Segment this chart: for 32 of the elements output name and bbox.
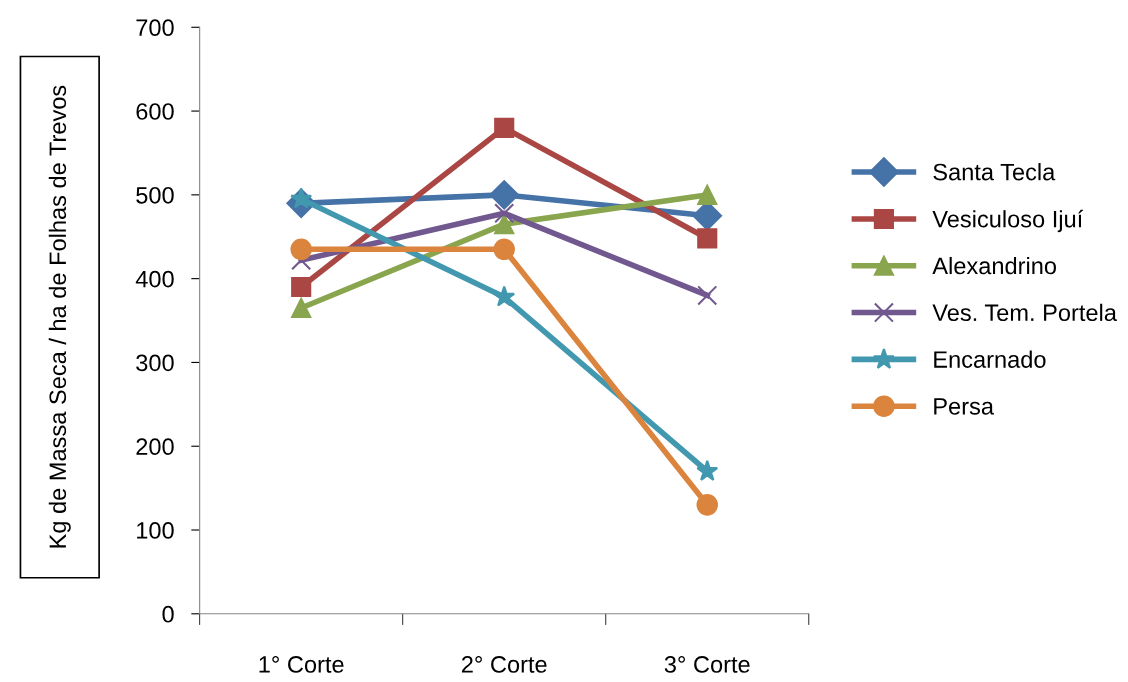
y-tick-label: 0: [162, 605, 174, 623]
point: [697, 285, 718, 306]
x-tick-label: 1° Corte: [259, 656, 344, 673]
point: [493, 285, 516, 307]
point: [291, 276, 312, 298]
point: [489, 180, 520, 210]
point: [290, 238, 312, 261]
y-tick-label: 700: [136, 19, 174, 37]
legend-label: Santa Tecla: [933, 163, 1056, 181]
y-tick-label: 400: [135, 270, 174, 288]
point: [696, 459, 719, 481]
legend-label: Encarnado: [934, 350, 1046, 368]
y-tick-label: 300: [136, 354, 174, 372]
legend-label: Alexandrino: [932, 256, 1057, 275]
y-axis-title: Kg de Massa Seca / ha de Folhas de Trevos: [48, 85, 71, 548]
point: [494, 203, 515, 224]
legend-label: Ves. Tem. Portela: [932, 303, 1117, 322]
point: [696, 494, 719, 516]
legend-label: Vesiculoso Ijuí: [932, 209, 1084, 233]
point: [494, 117, 515, 138]
y-tick-label: 100: [137, 522, 174, 539]
point: [493, 238, 515, 261]
y-tick-label: 500: [136, 186, 174, 204]
point: [697, 184, 718, 205]
x-tick-label: 3° Corte: [664, 656, 750, 673]
point: [697, 228, 718, 249]
legend-label: Persa: [934, 398, 994, 415]
x-tick-label: 2° Corte: [461, 656, 547, 673]
y-tick-label: 200: [136, 438, 174, 456]
point: [291, 297, 312, 319]
y-tick-label: 600: [136, 103, 174, 120]
point: [494, 214, 515, 235]
